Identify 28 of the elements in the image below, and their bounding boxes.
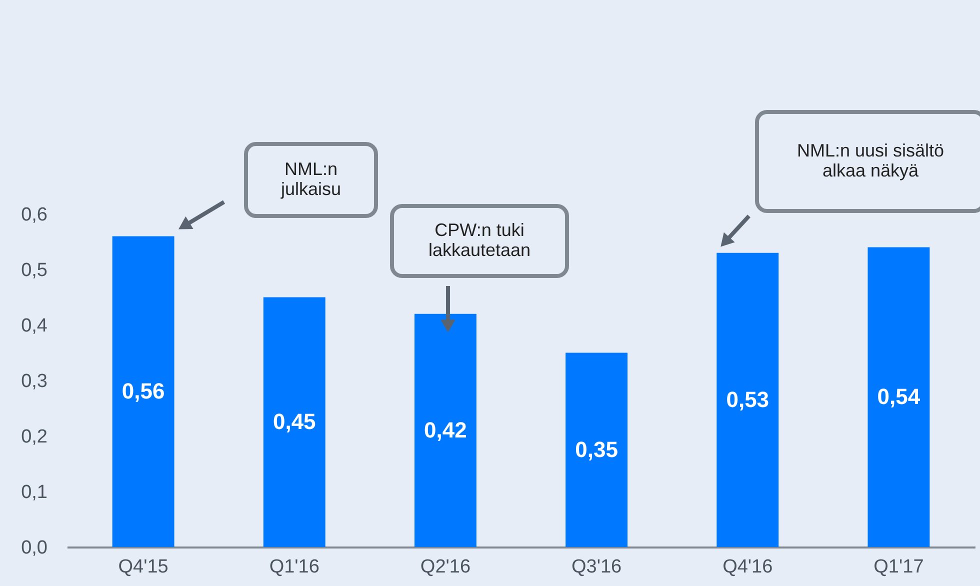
bar bbox=[414, 314, 476, 547]
annotation: CPW:n tuki lakkautetaan bbox=[428, 220, 531, 260]
x-tick-label: Q4'15 bbox=[118, 556, 168, 578]
data-label: 0,56 bbox=[122, 378, 165, 404]
data-label: 0,35 bbox=[575, 436, 618, 462]
bar bbox=[566, 352, 628, 547]
text: NML:n uusi sisältö alkaa näkyä bbox=[796, 140, 944, 180]
y-tick-label: 0,2 bbox=[21, 426, 48, 448]
data-label: 0,54 bbox=[877, 384, 921, 410]
data-label: 0,42 bbox=[424, 417, 467, 442]
y-tick-label: 0,6 bbox=[21, 204, 48, 226]
bar bbox=[263, 297, 326, 547]
y-tick-label: 0,5 bbox=[21, 260, 48, 281]
text: NML:n julkaisu bbox=[280, 159, 342, 199]
bar bbox=[716, 252, 779, 547]
data-label: 0,45 bbox=[272, 409, 316, 434]
data-label: 0,53 bbox=[726, 386, 770, 412]
y-tick-label: 0,0 bbox=[21, 538, 48, 558]
y-tick-label: 0,4 bbox=[21, 316, 48, 336]
y-tick-label: 0,3 bbox=[21, 371, 48, 392]
x-tick-label: Q2'16 bbox=[420, 556, 471, 578]
x-tick-label: Q1'17 bbox=[874, 556, 924, 578]
bar bbox=[868, 247, 930, 547]
x-tick-label: Q1'16 bbox=[269, 556, 320, 578]
x-tick-label: Q3'16 bbox=[571, 556, 622, 578]
bar bbox=[112, 236, 174, 547]
y-tick-label: 0,1 bbox=[21, 482, 48, 503]
x-tick-label: Q4'16 bbox=[722, 556, 773, 578]
